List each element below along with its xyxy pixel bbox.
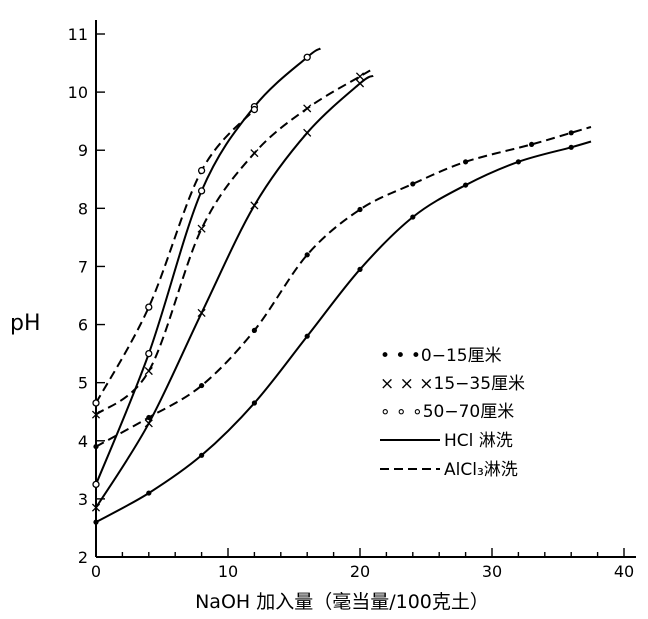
data-point (91, 410, 101, 419)
series-line (95, 68, 374, 416)
series-15-35-alcl3 (91, 68, 374, 419)
data-point (251, 327, 257, 333)
data-point (304, 333, 310, 339)
data-point (92, 480, 100, 489)
data-point (410, 181, 416, 187)
data-point (92, 399, 100, 407)
series-line (95, 47, 321, 485)
data-point (144, 419, 153, 428)
data-point (91, 503, 101, 512)
y-tick-label: 4 (78, 432, 88, 451)
series-layer (91, 47, 592, 525)
y-tick-label: 8 (78, 199, 88, 218)
legend-label: × × ×15−35厘米 (380, 374, 525, 394)
axes: 0 10 20 30 40 2 3 4 5 6 7 8 9 10 11 (68, 20, 636, 581)
data-point (303, 128, 312, 137)
data-point (197, 224, 206, 233)
data-point (410, 214, 416, 220)
series-line (95, 140, 592, 523)
data-point (93, 443, 99, 450)
series-line (95, 126, 592, 448)
y-tick-label: 5 (78, 374, 88, 393)
series-0-15-alcl3 (93, 126, 592, 450)
data-point (515, 159, 522, 165)
series-50-70-alcl3 (92, 105, 259, 407)
legend-entry: × × ×15−35厘米 (380, 374, 525, 394)
data-point (463, 159, 469, 165)
data-point (355, 79, 365, 88)
x-tick-label: 0 (91, 562, 101, 581)
data-point (197, 166, 206, 175)
legend-entry: • • •0−15厘米 (380, 346, 502, 366)
y-tick-label: 6 (78, 316, 88, 335)
legend-entry: HCl 淋洗 (380, 431, 513, 451)
data-point (251, 400, 257, 406)
legend-label: HCl 淋洗 (444, 431, 513, 451)
legend: • • •0−15厘米 × × ×15−35厘米 ∘ ∘ ∘50−70厘米 HCl 淋… (380, 346, 525, 480)
data-point (529, 141, 535, 148)
data-point (303, 53, 311, 61)
data-point (568, 144, 574, 150)
data-point (199, 452, 205, 458)
data-point (355, 72, 365, 81)
data-point (303, 104, 312, 113)
data-point (568, 130, 574, 136)
data-point (463, 182, 469, 188)
series-50-70-hcl (92, 47, 321, 489)
y-tick-label: 3 (78, 490, 88, 509)
data-point (250, 105, 259, 114)
legend-entry: ∘ ∘ ∘50−70厘米 (380, 402, 514, 422)
data-point (250, 201, 259, 210)
y-tick-label: 2 (78, 548, 88, 567)
x-tick-label: 30 (482, 562, 502, 581)
y-tick-label: 9 (78, 141, 88, 160)
legend-label: AlCl₃淋洗 (444, 460, 518, 480)
data-point (357, 206, 363, 213)
y-tick-label: 7 (78, 257, 88, 276)
data-point (197, 308, 206, 317)
data-point (357, 266, 363, 272)
y-tick-label: 11 (68, 25, 88, 44)
x-tick-label: 20 (350, 562, 370, 581)
data-point (144, 366, 153, 376)
data-point (93, 519, 99, 525)
data-point (145, 303, 153, 311)
series-line (95, 74, 374, 509)
y-axis-title: pH (10, 311, 41, 336)
series-15-35-hcl (91, 74, 374, 512)
data-point (199, 382, 205, 389)
legend-label: • • •0−15厘米 (380, 346, 502, 366)
series-line (95, 108, 256, 404)
data-point (146, 490, 152, 496)
legend-label: ∘ ∘ ∘50−70厘米 (380, 402, 514, 422)
series-0-15-hcl (93, 140, 592, 525)
data-point (304, 252, 310, 258)
legend-entry: AlCl₃淋洗 (380, 460, 518, 480)
x-tick-label: 10 (218, 562, 238, 581)
data-point (197, 187, 206, 195)
data-point (145, 349, 153, 358)
x-axis-title: NaOH 加入量（毫当量/100克土） (195, 591, 489, 613)
x-tick-label: 40 (614, 562, 634, 581)
y-tick-label: 10 (68, 83, 88, 102)
data-point (250, 149, 259, 158)
